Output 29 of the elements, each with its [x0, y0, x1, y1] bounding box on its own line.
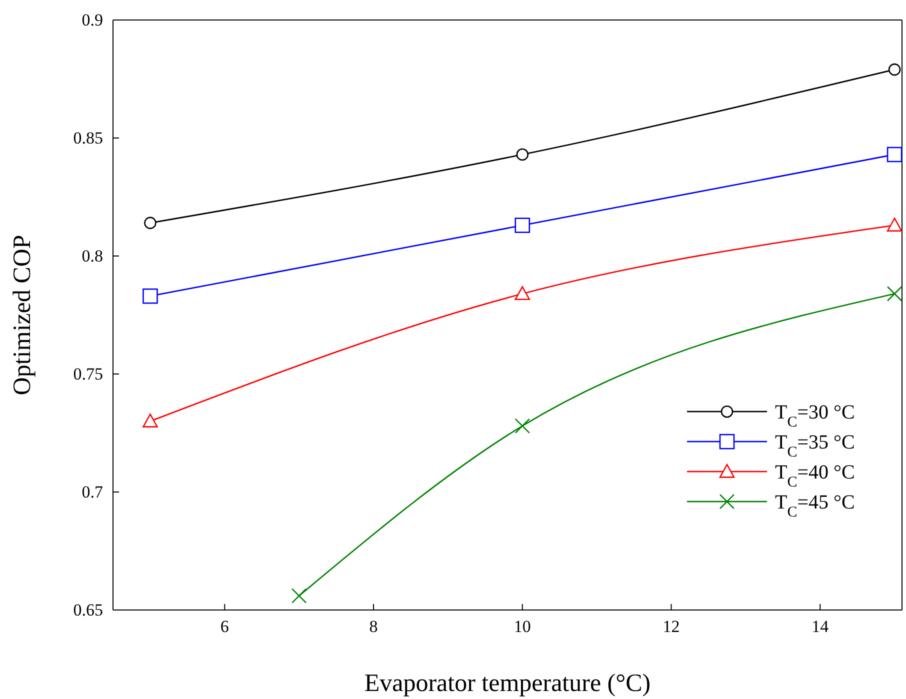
legend-label: T$_{C}$=40 °C [775, 462, 855, 491]
point [514, 286, 530, 300]
y-tick-label: 0.7 [82, 482, 104, 502]
point [886, 286, 902, 302]
point [886, 218, 902, 232]
point [142, 414, 158, 428]
legend-label: T$_{C}$=30 °C [775, 402, 855, 431]
point [514, 418, 530, 434]
point [144, 216, 156, 230]
x-tick-label: 6 [220, 617, 229, 636]
y-tick-label: 0.75 [73, 364, 103, 384]
x-tick-label: 10 [514, 617, 531, 636]
legend-label: T$_{C}$=35 °C [775, 432, 855, 461]
y-tick-label: 0.8 [82, 246, 103, 266]
point [886, 146, 902, 162]
y-tick-label: 0.9 [82, 10, 103, 30]
legend-label: T$_{C}$=45 °C [775, 492, 855, 521]
y-tick-label: 0.65 [73, 600, 103, 620]
point [291, 588, 307, 604]
x-tick-label: 8 [369, 617, 378, 636]
point [514, 218, 530, 233]
point [888, 63, 901, 76]
point [516, 148, 529, 161]
x-tick-label: 12 [662, 617, 680, 636]
x-tick-label: 14 [812, 617, 830, 636]
y-axis-title: Optimized COP [9, 234, 36, 396]
point [142, 288, 158, 304]
x-axis-title: Evaporator temperature (°C) [364, 670, 651, 697]
y-tick-label: 0.85 [73, 128, 103, 148]
